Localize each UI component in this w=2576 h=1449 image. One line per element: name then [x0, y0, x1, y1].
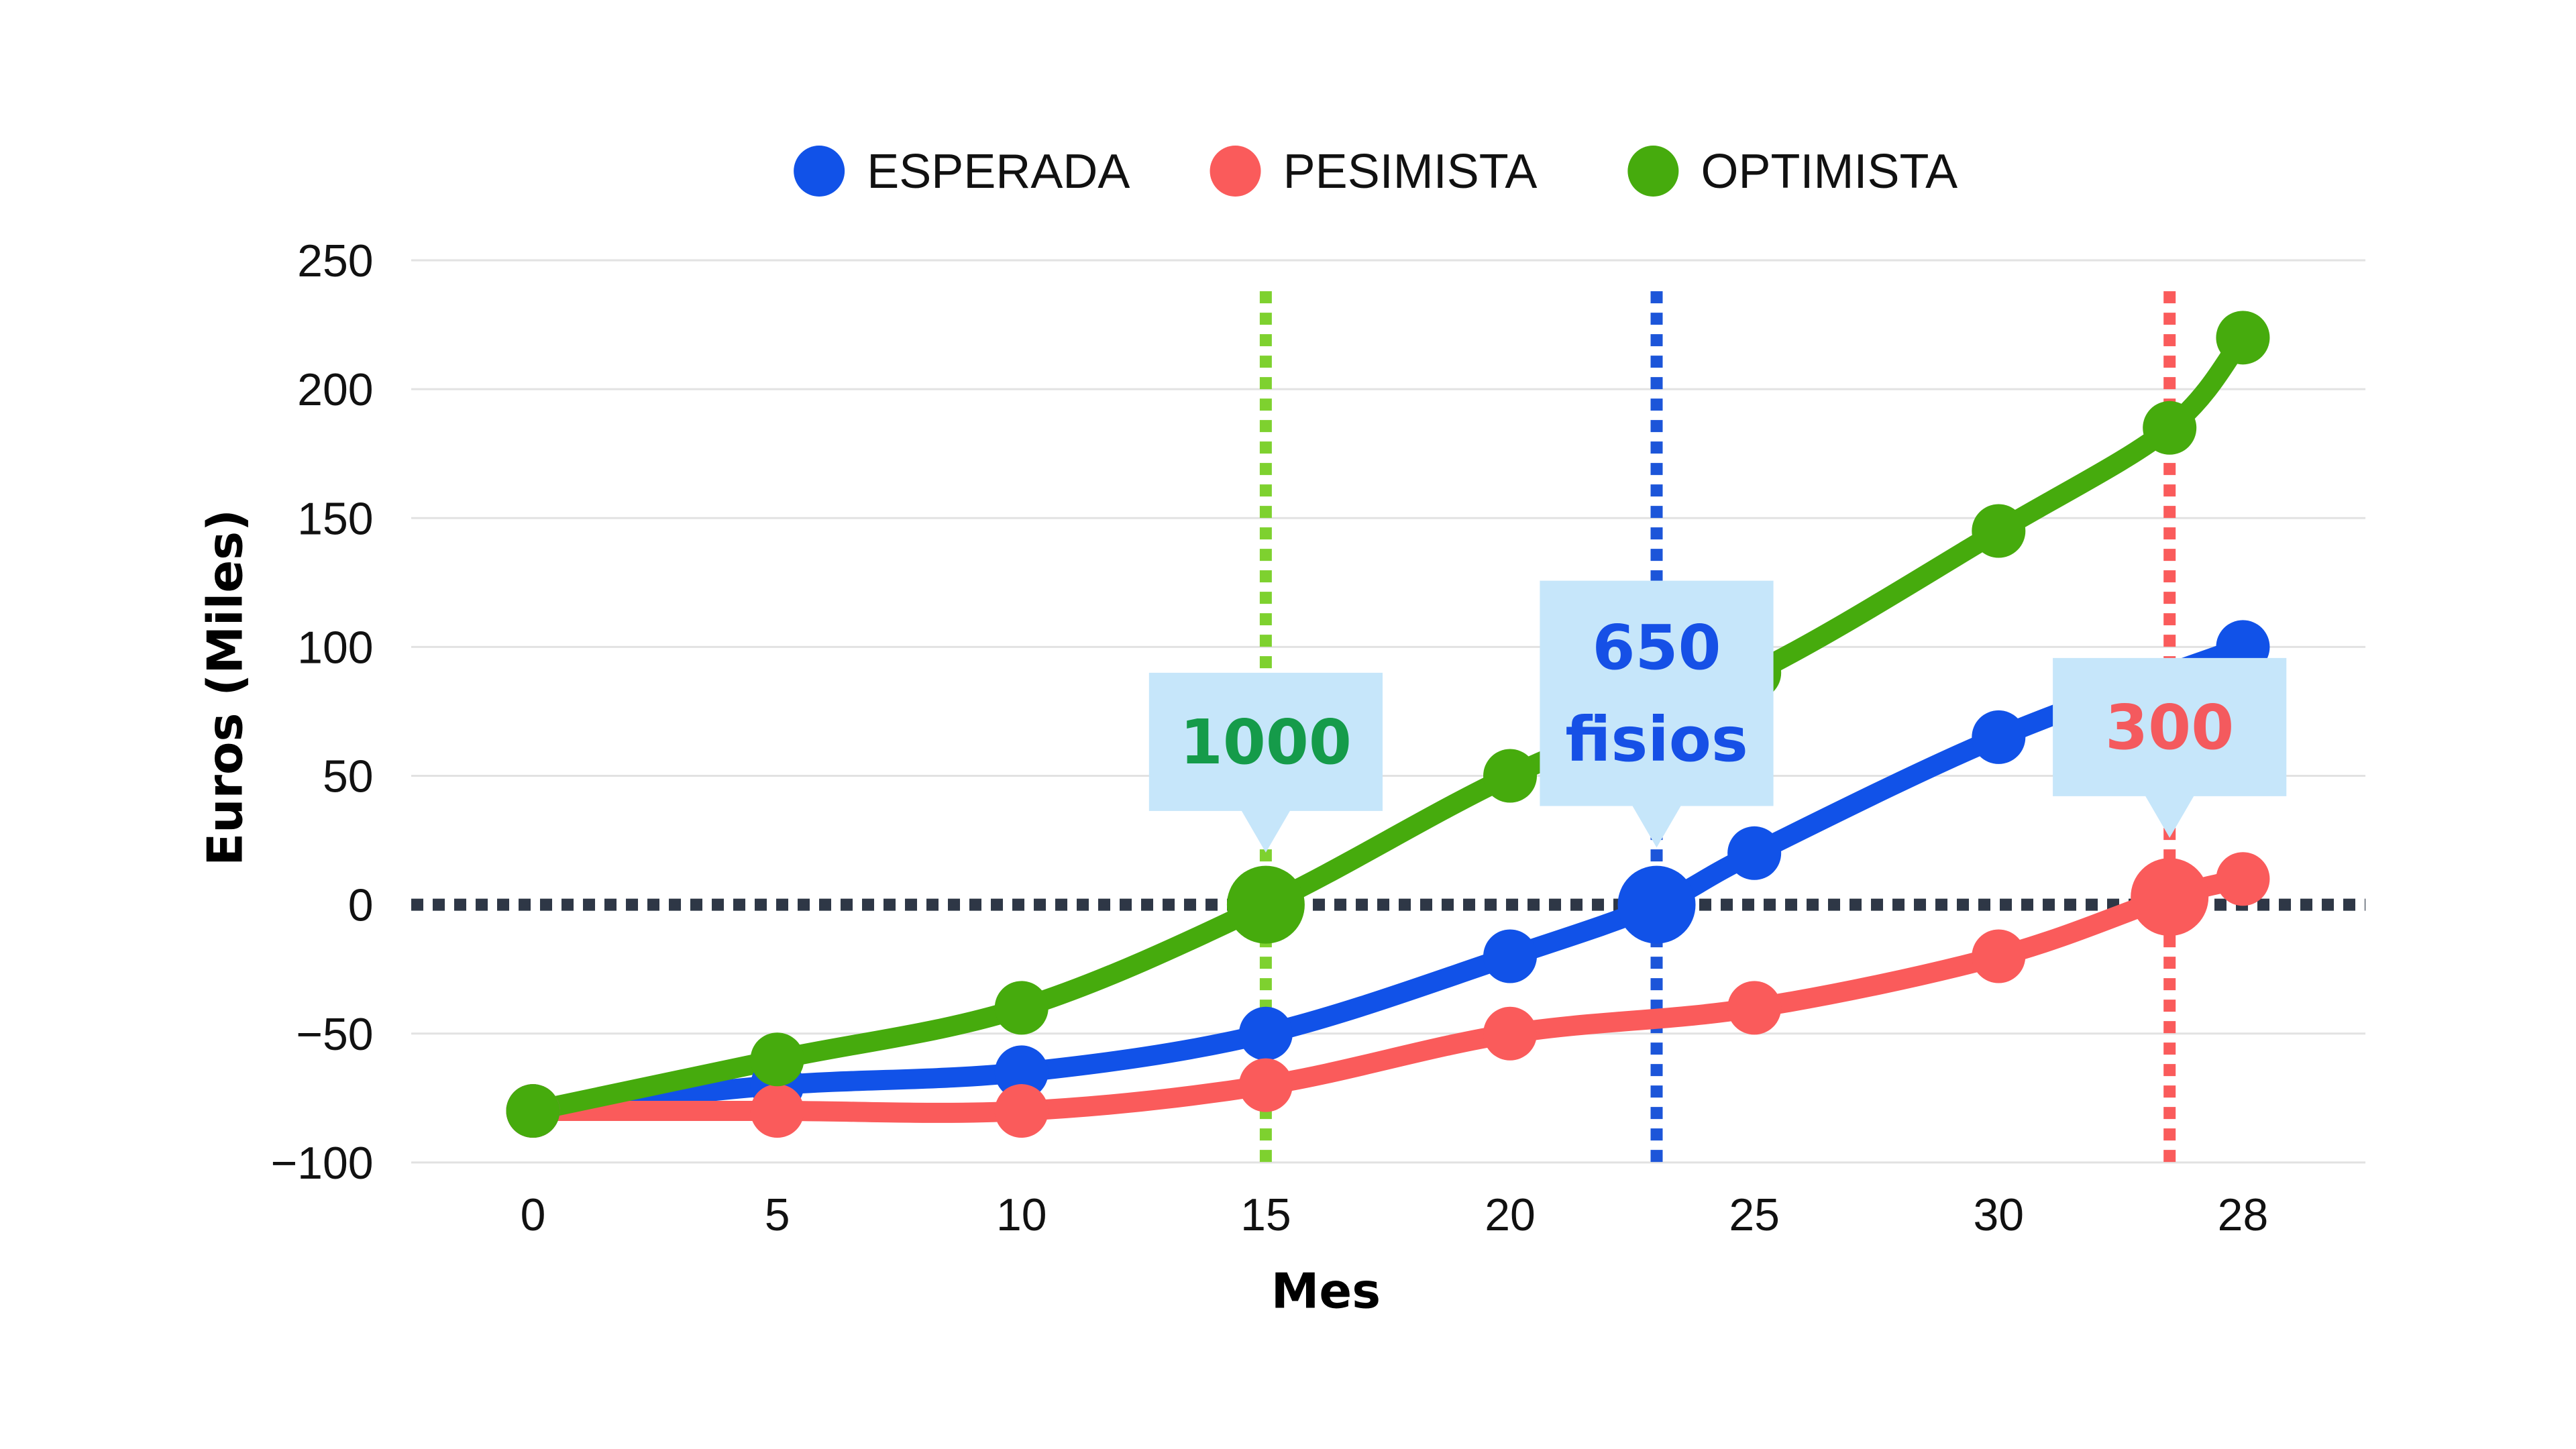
- callout-label: 650: [1592, 612, 1721, 684]
- callout-300: 300: [2053, 657, 2287, 838]
- data-point-optimista: [750, 1032, 804, 1087]
- y-axis-title: Euros (Miles): [197, 509, 253, 866]
- data-point-optimista: [1972, 504, 2026, 558]
- legend-label-pesimista: PESIMISTA: [1283, 145, 1538, 199]
- data-point-pesimista: [750, 1084, 804, 1138]
- data-point-esperada: [1617, 865, 1696, 944]
- data-point-pesimista: [1238, 1058, 1293, 1112]
- data-point-optimista: [1483, 749, 1538, 803]
- callout-650-fisios: 650 fisios: [1540, 580, 1774, 848]
- axis-labels: 250 200 150 100 50 0 −50 −100 0 5 10 15 20 25 30 28 Mes E…: [197, 235, 2268, 1319]
- legend-item-optimista: OPTIMISTA: [1627, 145, 1957, 199]
- legend-swatch-optimista: [1627, 146, 1679, 197]
- y-tick-label: −50: [296, 1009, 373, 1060]
- data-point-esperada: [1727, 826, 1782, 880]
- data-point-pesimista: [2131, 858, 2209, 936]
- data-point-esperada: [994, 1045, 1049, 1099]
- series-line-esperada: [523, 637, 2253, 1122]
- data-point-optimista: [2143, 400, 2197, 455]
- series-markers: [506, 311, 2270, 1138]
- x-tick-label: 0: [521, 1189, 546, 1240]
- data-point-esperada: [1972, 710, 2026, 764]
- data-point-pesimista: [2216, 852, 2270, 906]
- x-tick-label: 25: [1729, 1189, 1780, 1240]
- legend-swatch-esperada: [794, 146, 845, 197]
- data-point-optimista: [994, 981, 1049, 1035]
- series-esperada: [523, 637, 2253, 1122]
- y-tick-label: 50: [323, 751, 374, 802]
- y-tick-label: 200: [297, 364, 373, 415]
- x-tick-label: 10: [996, 1189, 1047, 1240]
- series-line-optimista: [523, 327, 2253, 1122]
- callout-1000: 1000: [1148, 672, 1383, 853]
- callout-label: 1000: [1180, 706, 1352, 778]
- x-tick-label: 5: [765, 1189, 790, 1240]
- y-tick-label: 150: [297, 493, 373, 544]
- callout-box: [1540, 580, 1774, 848]
- y-tick-label: −100: [270, 1138, 373, 1189]
- data-point-optimista: [1226, 865, 1305, 944]
- data-point-optimista: [506, 1084, 560, 1138]
- legend-swatch-pesimista: [1210, 146, 1261, 197]
- x-tick-label: 15: [1240, 1189, 1291, 1240]
- callout-label: fisios: [1565, 704, 1748, 775]
- legend-item-esperada: ESPERADA: [794, 145, 1130, 199]
- y-tick-label: 0: [348, 880, 374, 931]
- x-tick-label: 20: [1485, 1189, 1536, 1240]
- series-pesimista: [523, 869, 2253, 1123]
- data-point-pesimista: [994, 1084, 1049, 1138]
- callout-label: 300: [2105, 692, 2234, 763]
- data-point-esperada: [1238, 1006, 1293, 1061]
- y-tick-label: 100: [297, 622, 373, 673]
- legend: ESPERADA PESIMISTA OPTIMISTA: [794, 145, 1957, 199]
- legend-label-optimista: OPTIMISTA: [1701, 145, 1957, 199]
- legend-item-pesimista: PESIMISTA: [1210, 145, 1538, 199]
- x-tick-label: 28: [2218, 1189, 2269, 1240]
- data-point-pesimista: [1727, 981, 1782, 1035]
- data-point-pesimista: [1972, 929, 2026, 983]
- data-point-pesimista: [1483, 1006, 1538, 1061]
- data-point-optimista: [2216, 311, 2270, 365]
- markers-pesimista: [506, 852, 2270, 1138]
- callout-box: [2053, 657, 2287, 838]
- series-optimista: [523, 327, 2253, 1122]
- grid-lines: [411, 259, 2366, 1164]
- callouts: 1000 650 fisios 300: [1148, 580, 2287, 853]
- legend-label-esperada: ESPERADA: [867, 145, 1130, 199]
- series-line-pesimista: [523, 869, 2253, 1123]
- x-axis-title: Mes: [1271, 1263, 1381, 1319]
- series-lines: [523, 327, 2253, 1123]
- data-point-esperada: [1483, 929, 1538, 983]
- callout-box: [1148, 672, 1383, 853]
- x-tick-label: 30: [1973, 1189, 2024, 1240]
- y-tick-label: 250: [297, 235, 373, 286]
